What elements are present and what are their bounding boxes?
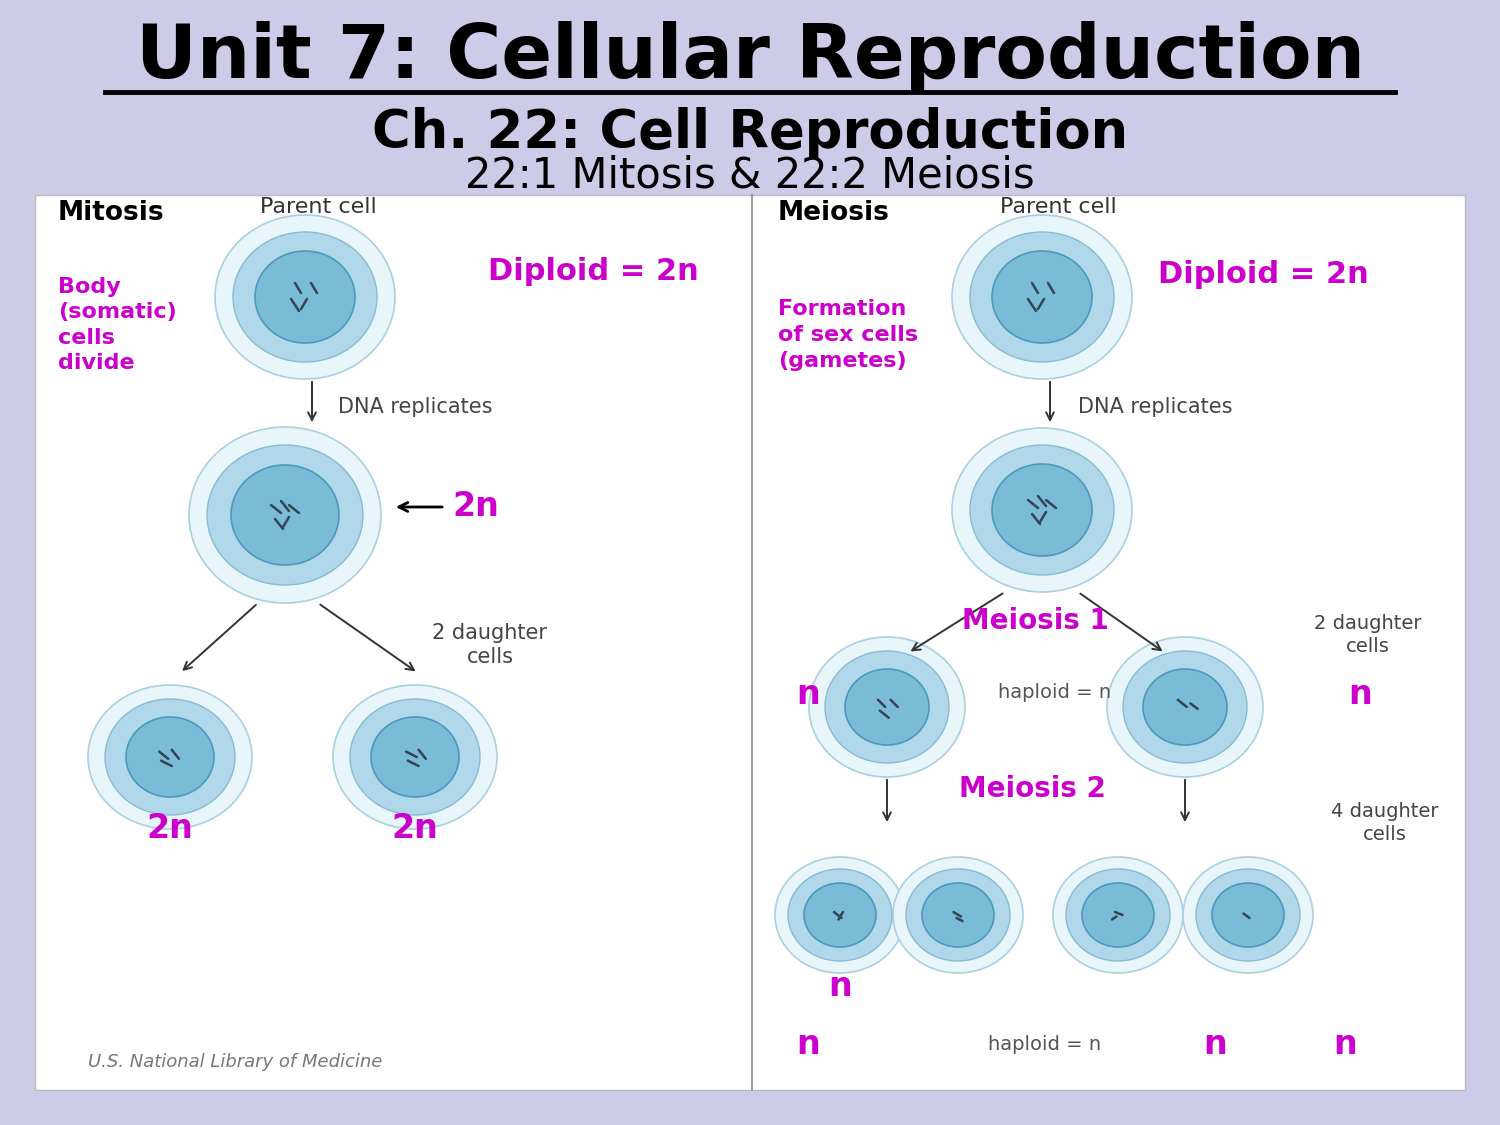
Ellipse shape bbox=[333, 685, 496, 829]
Text: n: n bbox=[1348, 678, 1372, 711]
Ellipse shape bbox=[88, 685, 252, 829]
Text: haploid = n: haploid = n bbox=[999, 684, 1112, 702]
Text: 22:1 Mitosis & 22:2 Meiosis: 22:1 Mitosis & 22:2 Meiosis bbox=[465, 154, 1035, 196]
Ellipse shape bbox=[892, 857, 1023, 973]
Text: U.S. National Library of Medicine: U.S. National Library of Medicine bbox=[88, 1053, 382, 1071]
Text: 4 daughter
cells: 4 daughter cells bbox=[1332, 802, 1438, 844]
Ellipse shape bbox=[1143, 669, 1227, 745]
Text: DNA replicates: DNA replicates bbox=[1077, 397, 1233, 417]
Ellipse shape bbox=[207, 446, 363, 585]
Text: 2n: 2n bbox=[147, 812, 194, 845]
Text: Diploid = 2n: Diploid = 2n bbox=[488, 256, 699, 286]
FancyBboxPatch shape bbox=[34, 195, 1466, 1090]
Text: Formation
of sex cells
(gametes): Formation of sex cells (gametes) bbox=[778, 299, 918, 370]
Text: Unit 7: Cellular Reproduction: Unit 7: Cellular Reproduction bbox=[135, 20, 1365, 93]
Ellipse shape bbox=[214, 215, 394, 379]
Text: 2 daughter
cells: 2 daughter cells bbox=[432, 622, 548, 667]
Ellipse shape bbox=[788, 868, 892, 961]
Ellipse shape bbox=[970, 232, 1114, 362]
Text: 2n: 2n bbox=[452, 490, 500, 523]
Ellipse shape bbox=[231, 465, 339, 565]
Text: n: n bbox=[1334, 1028, 1358, 1062]
Ellipse shape bbox=[1124, 651, 1246, 763]
Text: haploid = n: haploid = n bbox=[988, 1035, 1101, 1054]
Text: Diploid = 2n: Diploid = 2n bbox=[1158, 260, 1368, 289]
Ellipse shape bbox=[952, 215, 1132, 379]
Ellipse shape bbox=[1212, 883, 1284, 947]
Ellipse shape bbox=[922, 883, 994, 947]
Ellipse shape bbox=[952, 428, 1132, 592]
Text: Meiosis: Meiosis bbox=[778, 200, 889, 226]
Ellipse shape bbox=[189, 428, 381, 603]
Text: Mitosis: Mitosis bbox=[58, 200, 165, 226]
Ellipse shape bbox=[844, 669, 928, 745]
Ellipse shape bbox=[808, 637, 964, 777]
Text: n: n bbox=[828, 971, 852, 1004]
Text: Parent cell: Parent cell bbox=[999, 197, 1116, 217]
Ellipse shape bbox=[776, 857, 904, 973]
Text: 2 daughter
cells: 2 daughter cells bbox=[1314, 614, 1422, 656]
Ellipse shape bbox=[350, 699, 480, 814]
Ellipse shape bbox=[1107, 637, 1263, 777]
Text: Parent cell: Parent cell bbox=[260, 197, 376, 217]
Ellipse shape bbox=[906, 868, 1010, 961]
Ellipse shape bbox=[825, 651, 950, 763]
Ellipse shape bbox=[232, 232, 376, 362]
Ellipse shape bbox=[804, 883, 876, 947]
Text: Meiosis 1: Meiosis 1 bbox=[962, 608, 1108, 634]
Text: Ch. 22: Cell Reproduction: Ch. 22: Cell Reproduction bbox=[372, 107, 1128, 159]
Text: n: n bbox=[796, 678, 820, 711]
Ellipse shape bbox=[1066, 868, 1170, 961]
Ellipse shape bbox=[255, 251, 356, 343]
Ellipse shape bbox=[992, 464, 1092, 556]
Ellipse shape bbox=[1196, 868, 1300, 961]
Ellipse shape bbox=[970, 446, 1114, 575]
Ellipse shape bbox=[126, 717, 214, 796]
Text: n: n bbox=[796, 1028, 820, 1062]
Ellipse shape bbox=[992, 251, 1092, 343]
Text: Meiosis 2: Meiosis 2 bbox=[958, 775, 1106, 803]
Text: Body
(somatic)
cells
divide: Body (somatic) cells divide bbox=[58, 277, 177, 374]
Ellipse shape bbox=[1082, 883, 1154, 947]
Text: 2n: 2n bbox=[392, 812, 438, 845]
Text: DNA replicates: DNA replicates bbox=[338, 397, 492, 417]
Text: n: n bbox=[1203, 1028, 1227, 1062]
Ellipse shape bbox=[105, 699, 236, 814]
Ellipse shape bbox=[1184, 857, 1312, 973]
Ellipse shape bbox=[370, 717, 459, 796]
Ellipse shape bbox=[1053, 857, 1184, 973]
